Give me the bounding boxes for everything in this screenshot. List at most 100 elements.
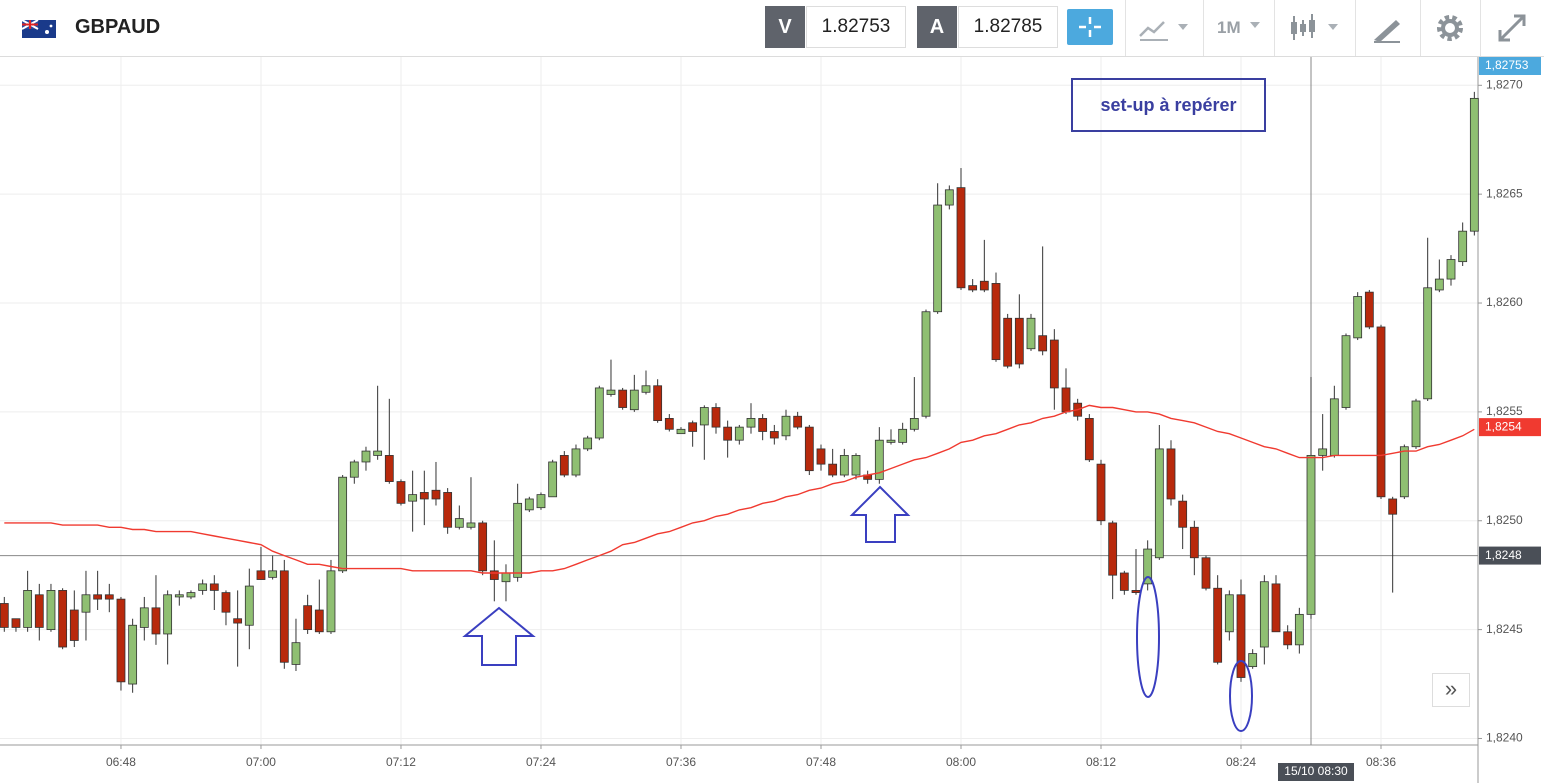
crosshair-price-label-text: 1,8248	[1485, 548, 1522, 562]
candle-body	[11, 618, 21, 628]
candle-body	[314, 609, 324, 633]
candle-body	[1166, 448, 1176, 500]
candle-body	[944, 189, 954, 206]
ma-price-label-box	[1479, 418, 1541, 437]
timeframe-button[interactable]: 1M	[1217, 18, 1241, 37]
candle-body	[898, 428, 908, 443]
candle-body	[501, 572, 511, 583]
candle-body	[804, 426, 814, 472]
candle-body	[489, 570, 499, 580]
candle-body	[676, 428, 686, 435]
candle-body	[1213, 587, 1223, 663]
candle-body	[431, 489, 441, 500]
candle-body	[104, 594, 114, 600]
annotation-box: set-up à repérer	[1071, 78, 1266, 132]
x-tick-label: 07:12	[386, 755, 416, 769]
separator	[1480, 0, 1481, 56]
candle-body	[734, 426, 744, 441]
crosshair-price-label: 1,8248	[1479, 546, 1541, 565]
candle-body	[1446, 259, 1456, 280]
ask-price: 1.82785	[958, 6, 1058, 48]
candle-body	[1294, 613, 1304, 646]
candle-body	[116, 598, 126, 683]
candle-body	[1399, 446, 1409, 498]
candle-body	[349, 461, 359, 478]
candle-body	[244, 585, 254, 626]
crosshair-time-box	[1278, 763, 1355, 781]
candle-body	[594, 387, 604, 439]
candle-body	[1154, 448, 1164, 559]
candle-body	[828, 463, 838, 476]
candle-body	[23, 590, 33, 628]
candle-body	[1236, 594, 1246, 678]
candle-body	[723, 426, 733, 441]
candle-body	[1434, 278, 1444, 291]
candle-body	[559, 455, 569, 476]
candle-body	[548, 461, 558, 498]
candle-body	[1131, 590, 1141, 593]
up-arrow	[849, 485, 911, 543]
candle-body	[1084, 418, 1094, 461]
crosshair-price-label-box	[1479, 546, 1541, 565]
candle-body	[419, 492, 429, 500]
candle-body	[163, 594, 173, 635]
candle-body	[1411, 400, 1421, 448]
candle-body	[816, 448, 826, 465]
candle-body	[653, 385, 663, 421]
ma-price-label-text: 1,8254	[1485, 419, 1522, 433]
candle-body	[1026, 317, 1036, 350]
candle-body	[373, 450, 383, 456]
last-price-label-text: 1,82753	[1485, 58, 1529, 72]
candle-type-button[interactable]	[1288, 12, 1344, 44]
crosshair-icon	[1079, 17, 1101, 37]
candle-body	[326, 570, 336, 633]
candle-body	[268, 570, 278, 578]
y-tick-label: 1,8265	[1486, 186, 1523, 200]
x-tick-label: 08:00	[946, 755, 976, 769]
candle-body	[746, 418, 756, 428]
chart-type-button[interactable]	[1138, 14, 1193, 42]
candle-body	[1318, 448, 1328, 456]
candle-body	[664, 418, 674, 430]
separator	[1355, 0, 1356, 56]
candle-body	[1376, 326, 1386, 498]
y-tick-label: 1,8240	[1486, 731, 1523, 745]
candle-body	[361, 450, 371, 463]
candle-body	[1003, 317, 1013, 367]
bid-button[interactable]: V	[765, 6, 805, 48]
candle-body	[921, 311, 931, 417]
candle-body	[1178, 500, 1188, 528]
separator	[1125, 0, 1126, 56]
candle-body	[478, 522, 488, 572]
fullscreen-button[interactable]	[1496, 12, 1528, 44]
scroll-right-button[interactable]: »	[1432, 673, 1470, 707]
candle-body	[46, 590, 56, 631]
candle-body	[384, 455, 394, 482]
candle-body	[209, 583, 219, 591]
candle-body	[979, 280, 989, 291]
candle-body	[1248, 653, 1258, 668]
moving-average-line	[4, 404, 1475, 574]
drawing-tools-button[interactable]	[1370, 14, 1404, 44]
candle-body	[1458, 230, 1468, 263]
candle-body	[174, 594, 184, 598]
candle-body	[571, 448, 581, 476]
y-tick-label: 1,8255	[1486, 404, 1523, 418]
candle-body	[629, 389, 639, 411]
candle-body	[524, 498, 534, 511]
candle-body	[0, 603, 9, 628]
candle-body	[151, 607, 161, 635]
candle-body	[466, 522, 476, 528]
candle-body	[186, 592, 196, 598]
crosshair-button[interactable]	[1067, 9, 1113, 45]
candle-body	[1271, 583, 1281, 633]
candle-body	[198, 583, 208, 591]
candle-body	[1306, 455, 1316, 615]
settings-button[interactable]	[1435, 13, 1465, 43]
candle-body	[641, 385, 651, 393]
ask-button[interactable]: A	[917, 6, 957, 48]
candle-body	[699, 407, 709, 426]
candle-body	[1096, 463, 1106, 522]
candle-body	[1119, 572, 1129, 591]
